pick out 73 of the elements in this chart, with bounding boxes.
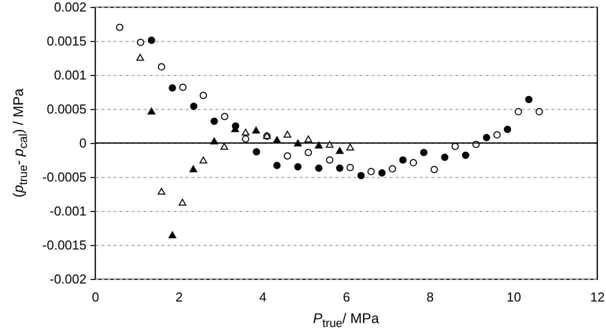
point [221, 112, 228, 120]
point [304, 148, 312, 156]
point [346, 164, 354, 172]
y-tick-label: 0.0005 [46, 102, 86, 116]
y-tick-label: -0.0015 [42, 238, 86, 252]
point [514, 108, 522, 116]
point [148, 108, 156, 114]
point [116, 24, 124, 32]
point [158, 188, 166, 195]
point [462, 152, 470, 159]
x-tick-label: 8 [426, 290, 434, 304]
point [452, 142, 459, 150]
point [179, 84, 187, 91]
point [190, 102, 198, 110]
point [136, 38, 144, 46]
x-tick-label: 2 [176, 290, 183, 304]
point [441, 154, 448, 161]
point [410, 159, 418, 166]
x-tick-label: 12 [590, 290, 605, 304]
point [346, 144, 354, 150]
point [326, 156, 334, 164]
point [504, 126, 512, 134]
point [200, 92, 208, 100]
y-tick-label: 0.002 [54, 0, 86, 14]
y-tick-label: 0 [79, 136, 86, 150]
point [168, 231, 176, 238]
point [357, 172, 365, 180]
point [388, 165, 396, 172]
x-tick-label: 0 [92, 290, 100, 304]
point [168, 84, 176, 92]
point [199, 156, 208, 164]
point [242, 128, 250, 136]
point [493, 131, 501, 138]
point [378, 169, 386, 177]
point [210, 118, 218, 125]
x-tick-label: 6 [342, 290, 350, 304]
y-tick-label: 0.001 [54, 68, 86, 82]
point [536, 108, 543, 116]
point [148, 36, 156, 44]
point [252, 148, 260, 156]
point [294, 140, 302, 146]
x-tick-label: 10 [506, 290, 522, 304]
y-tick-label: 0.0015 [46, 34, 86, 48]
point [326, 140, 334, 148]
point [525, 96, 532, 104]
y-tick-label: -0.0005 [42, 170, 86, 184]
y-tick-label: -0.001 [50, 204, 86, 218]
point [136, 54, 144, 61]
x-tick-label: 4 [259, 290, 266, 304]
point [336, 164, 344, 172]
point [158, 63, 166, 70]
point [284, 130, 292, 138]
point [367, 168, 375, 176]
point [189, 165, 198, 172]
point [273, 136, 281, 144]
point [273, 162, 281, 170]
point [220, 142, 228, 150]
point [336, 147, 344, 154]
point [210, 138, 218, 144]
point [284, 152, 292, 160]
y-tick-label: -0.002 [50, 272, 86, 286]
point [242, 135, 250, 143]
point [420, 148, 428, 156]
point [294, 163, 302, 170]
point [178, 198, 186, 206]
point [314, 142, 323, 148]
point [304, 136, 312, 142]
point [430, 166, 438, 174]
point [315, 164, 322, 172]
x-axis-title: P$_{true}$/ MPa [312, 310, 380, 330]
point [399, 156, 407, 164]
point [252, 126, 260, 134]
point [482, 134, 490, 142]
